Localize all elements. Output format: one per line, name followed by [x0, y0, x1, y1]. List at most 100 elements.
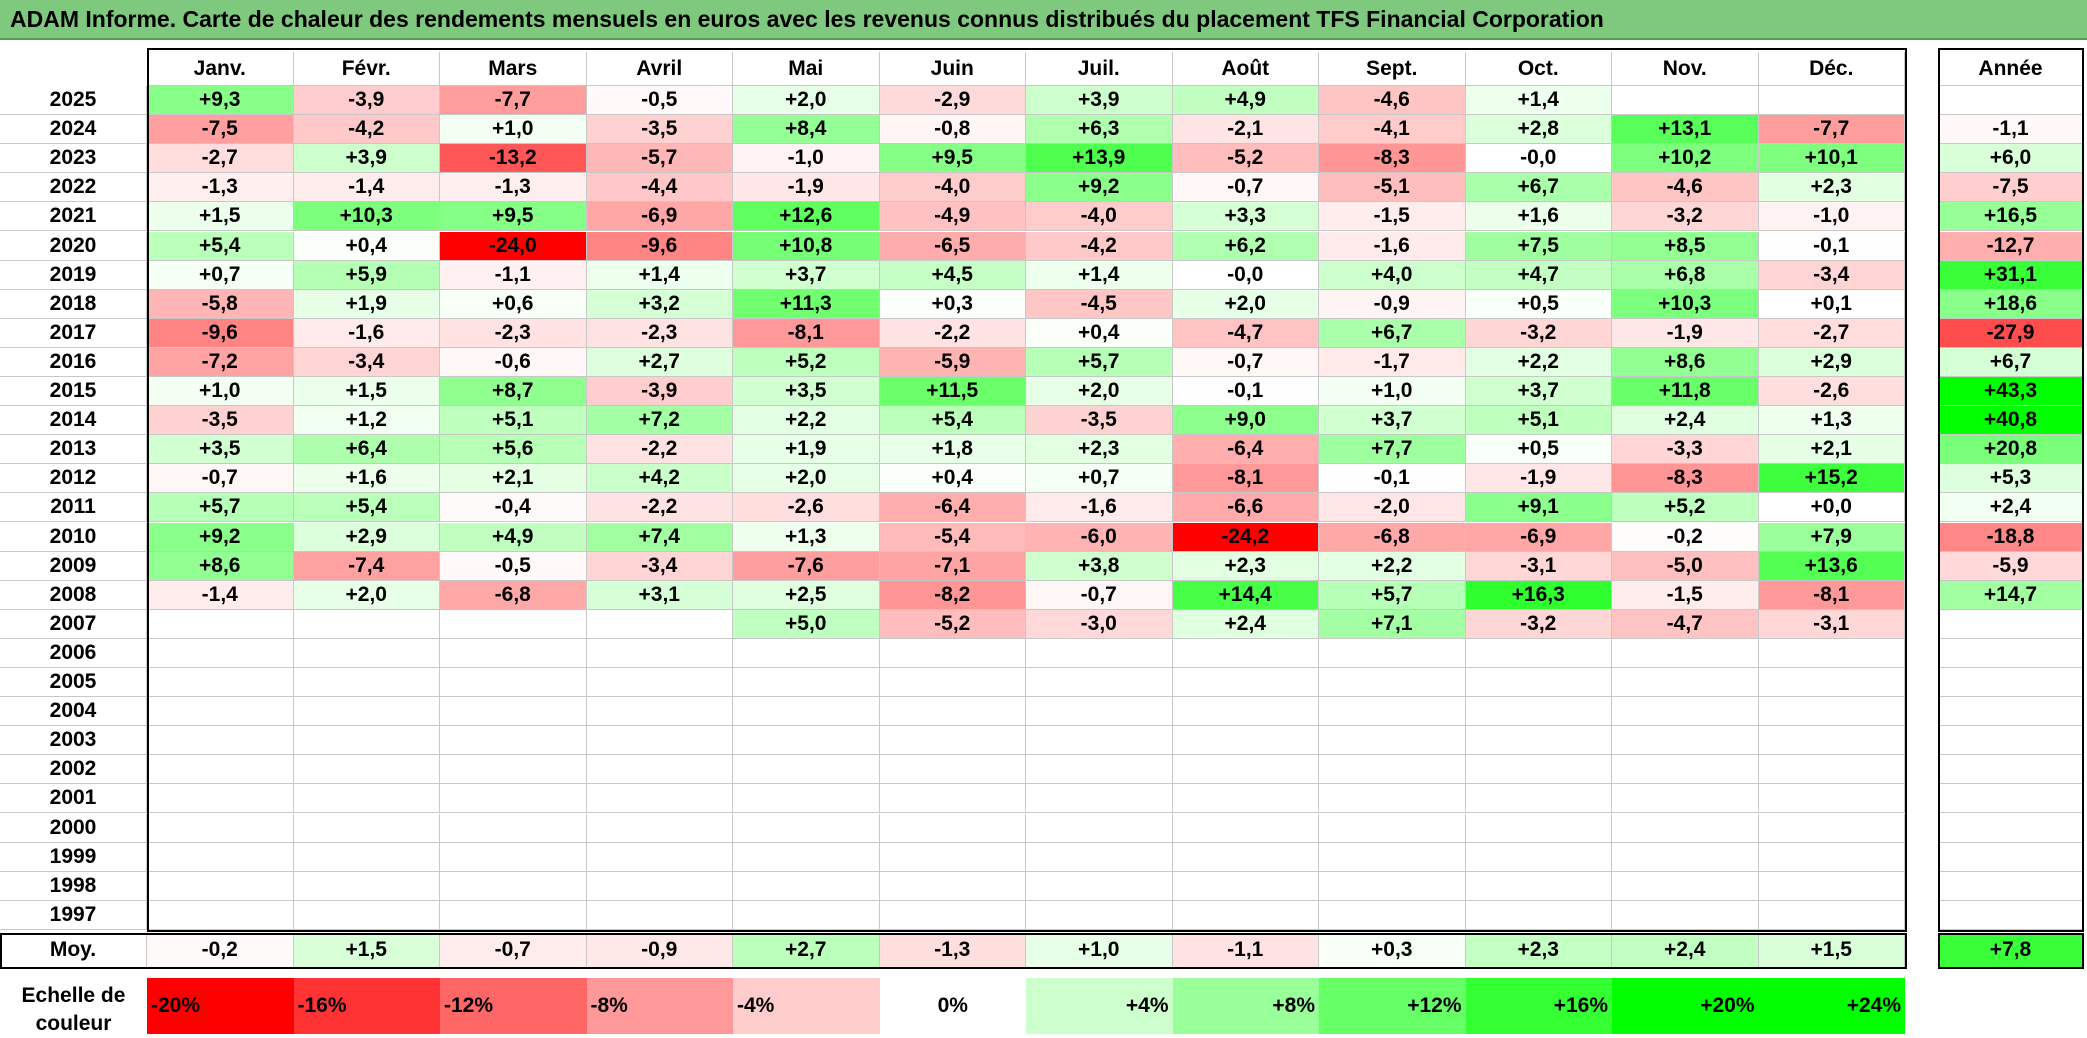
heatmap-cell: +4,0 [1319, 260, 1466, 290]
heatmap-cell [733, 726, 880, 756]
heatmap-cell: +2,4 [1612, 406, 1759, 436]
heatmap-cell: -4,1 [1319, 115, 1466, 145]
heatmap-cell [1172, 638, 1319, 668]
heatmap-cell: +1,6 [1465, 202, 1612, 232]
heatmap-cell: -1,6 [293, 318, 440, 348]
year-label: 2017 [0, 318, 147, 348]
heatmap-cell [1465, 871, 1612, 901]
heatmap-cell: +2,3 [1758, 173, 1905, 203]
heatmap-cell: +4,2 [586, 464, 733, 494]
heatmap-cell: +3,1 [586, 580, 733, 610]
heatmap-cell: -2,2 [586, 435, 733, 465]
heatmap-cell: -4,0 [879, 173, 1026, 203]
heatmap-cell: -5,8 [147, 289, 294, 319]
heatmap-cell: -1,0 [733, 144, 880, 174]
heatmap-cell: +0,4 [293, 231, 440, 261]
annual-cell: +20,8 [1938, 435, 2084, 465]
heatmap-cell: -0,5 [586, 86, 733, 116]
year-label: 2018 [0, 289, 147, 319]
heatmap-cell: -6,8 [1319, 522, 1466, 552]
heatmap-cell [1612, 900, 1759, 930]
heatmap-cell: +3,7 [1465, 377, 1612, 407]
heatmap-cell: +2,8 [1465, 115, 1612, 145]
heatmap-cell [440, 813, 587, 843]
heatmap-cell [293, 638, 440, 668]
heatmap-cell [1758, 638, 1905, 668]
heatmap-cell: -3,0 [1026, 609, 1173, 639]
heatmap-cell: +5,9 [293, 260, 440, 290]
heatmap-cell: -7,4 [293, 551, 440, 581]
annual-cell [1938, 726, 2084, 756]
heatmap-cell: +3,5 [147, 435, 294, 465]
heatmap-cell: -6,9 [586, 202, 733, 232]
heatmap-cell: +8,6 [147, 551, 294, 581]
heatmap-cell: -1,5 [1319, 202, 1466, 232]
heatmap-cell: +9,5 [440, 202, 587, 232]
heatmap-cell: +2,7 [586, 347, 733, 377]
heatmap-cell: +0,7 [1026, 464, 1173, 494]
heatmap-cell [1026, 697, 1173, 727]
annual-cell [1938, 668, 2084, 698]
heatmap-cell: -2,3 [440, 318, 587, 348]
heatmap-cell [586, 726, 733, 756]
heatmap-cell: -1,1 [440, 260, 587, 290]
month-header: Juil. [1026, 52, 1173, 86]
heatmap-cell [1172, 871, 1319, 901]
heatmap-cell: -0,6 [440, 347, 587, 377]
heatmap-cell: -1,6 [1319, 231, 1466, 261]
month-header: Nov. [1612, 52, 1759, 86]
heatmap-cell: -2,7 [147, 144, 294, 174]
heatmap-cell: +9,1 [1465, 493, 1612, 523]
heatmap-cell: -1,9 [1465, 464, 1612, 494]
year-label: 2006 [0, 638, 147, 668]
heatmap-cell: -4,6 [1319, 86, 1466, 116]
annual-cell: +14,7 [1938, 580, 2084, 610]
heatmap-cell [1465, 697, 1612, 727]
heatmap-cell: +11,8 [1612, 377, 1759, 407]
heatmap-cell: +1,4 [1465, 86, 1612, 116]
heatmap-cell: -7,1 [879, 551, 1026, 581]
heatmap-cell: -7,5 [147, 115, 294, 145]
heatmap-cell [1612, 755, 1759, 785]
heatmap-cell [1026, 755, 1173, 785]
heatmap-cell: +15,2 [1758, 464, 1905, 494]
heatmap-cell [1172, 668, 1319, 698]
heatmap-cell [440, 871, 587, 901]
heatmap-cell [293, 813, 440, 843]
average-cell: -0,7 [440, 933, 587, 968]
heatmap-cell [1172, 755, 1319, 785]
heatmap-cell: -6,4 [879, 493, 1026, 523]
heatmap-cell: +0,4 [1026, 318, 1173, 348]
heatmap-cell [440, 668, 587, 698]
heatmap-cell [879, 726, 1026, 756]
heatmap-cell [1319, 638, 1466, 668]
year-label: 2016 [0, 347, 147, 377]
annual-cell: +31,1 [1938, 260, 2084, 290]
year-label: 2013 [0, 435, 147, 465]
heatmap-cell: +13,1 [1612, 115, 1759, 145]
year-label: 2011 [0, 493, 147, 523]
heatmap-cell [1465, 813, 1612, 843]
year-label: 2021 [0, 202, 147, 232]
heatmap-cell: -0,1 [1319, 464, 1466, 494]
average-cell: +1,0 [1026, 933, 1173, 968]
month-header: Juin [879, 52, 1026, 86]
month-header: Août [1172, 52, 1319, 86]
year-label: 2000 [0, 813, 147, 843]
annual-cell: -12,7 [1938, 231, 2084, 261]
heatmap-cell: +9,3 [147, 86, 294, 116]
heatmap-cell [879, 813, 1026, 843]
heatmap-cell: +3,9 [1026, 86, 1173, 116]
color-scale-swatch: +12% [1319, 978, 1466, 1034]
heatmap-cell: +5,7 [1319, 580, 1466, 610]
heatmap-cell [1172, 813, 1319, 843]
heatmap-cell: -4,5 [1026, 289, 1173, 319]
heatmap-cell [147, 813, 294, 843]
heatmap-cell: -0,0 [1172, 260, 1319, 290]
heatmap-cell: -8,2 [879, 580, 1026, 610]
color-scale-swatch: +20% [1612, 978, 1759, 1034]
heatmap-cell: +9,2 [1026, 173, 1173, 203]
annual-cell [1938, 842, 2084, 872]
heatmap-cell [1026, 668, 1173, 698]
average-cell: +2,7 [733, 933, 880, 968]
